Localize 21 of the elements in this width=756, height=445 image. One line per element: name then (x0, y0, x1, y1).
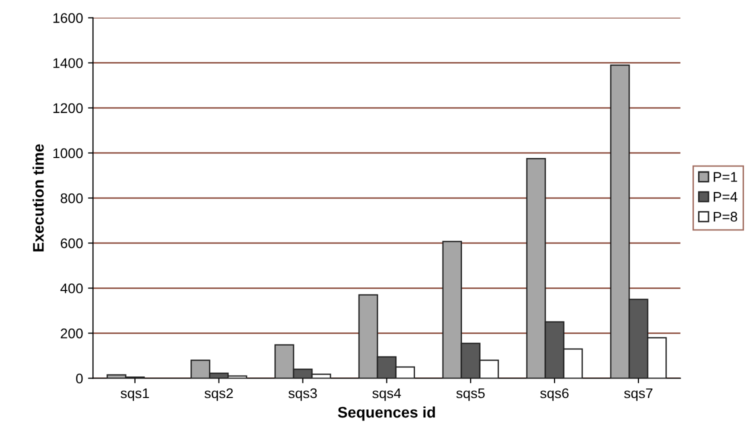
x-tick-label: sqs3 (288, 388, 317, 401)
y-axis-title: Execution time (32, 144, 44, 252)
y-tick-label: 200 (60, 328, 83, 338)
x-tick-label: sqs1 (120, 388, 149, 401)
legend-label: P=4 (714, 192, 738, 202)
x-axis-title: Sequences id (338, 406, 435, 421)
y-tick-label: 0 (76, 374, 83, 384)
y-tick-label: 1400 (53, 58, 83, 68)
y-tick-label: 400 (60, 283, 83, 294)
x-tick-label: sqs7 (624, 388, 652, 401)
y-tick-label: 800 (60, 193, 83, 204)
x-tick-label: sqs6 (540, 388, 569, 401)
x-tick-label: sqs2 (204, 388, 233, 401)
y-tick-label: 600 (60, 238, 83, 248)
x-tick-label: sqs4 (372, 388, 401, 401)
y-tick-label: 1600 (53, 13, 83, 23)
y-tick-label: 1000 (53, 148, 83, 158)
x-tick-label: sqs5 (456, 388, 485, 401)
legend-label: P=1 (714, 172, 738, 182)
legend-label: P=8 (714, 212, 738, 222)
y-tick-label: 1200 (53, 103, 83, 114)
